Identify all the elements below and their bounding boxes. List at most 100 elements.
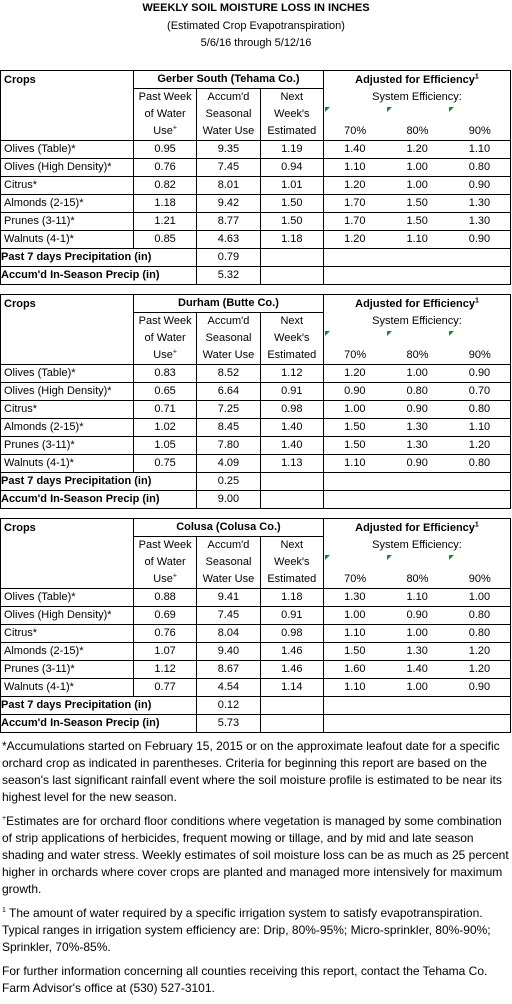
crop-row: Walnuts (4-1)* 0.77 4.54 1.14 1.10 1.00 0.90 bbox=[0, 678, 511, 697]
eff-90-label: 90% bbox=[465, 123, 511, 141]
crop-name: Almonds (2-15)* bbox=[0, 194, 134, 213]
report-title: WEEKLY SOIL MOISTURE LOSS IN INCHES bbox=[142, 2, 370, 14]
eff-70-label: 70% bbox=[341, 347, 386, 365]
marker-icon bbox=[323, 330, 341, 347]
eff-80-value: 1.10 bbox=[403, 588, 449, 607]
accum-value: 8.77 bbox=[196, 212, 261, 231]
eff-80-value: 1.30 bbox=[403, 642, 449, 661]
past-week-value: 0.75 bbox=[132, 454, 197, 473]
eff-70-label: 70% bbox=[341, 123, 386, 141]
precip-week-value: 0.79 bbox=[196, 248, 261, 267]
col-accum-l3: Water Use bbox=[196, 347, 261, 365]
crop-name: Walnuts (4-1)* bbox=[0, 678, 134, 697]
crop-row: Almonds (2-15)* 1.18 9.42 1.50 1.70 1.50 1.30 bbox=[0, 194, 511, 213]
eff-70-value: 1.10 bbox=[341, 678, 386, 697]
col-past-week-l2: of Water bbox=[132, 554, 197, 571]
precip-season-value: 5.73 bbox=[196, 714, 261, 733]
eff-70-value: 1.00 bbox=[341, 400, 386, 419]
eff-90-value: 0.90 bbox=[465, 364, 511, 383]
crop-name: Prunes (3-11)* bbox=[0, 212, 134, 231]
eff-90-label: 90% bbox=[465, 571, 511, 589]
accum-value: 4.09 bbox=[196, 454, 261, 473]
eff-90-value: 0.80 bbox=[465, 158, 511, 177]
eff-90-value: 1.20 bbox=[465, 642, 511, 661]
eff-70-value: 1.50 bbox=[341, 642, 386, 661]
col-past-week-l3: Use+ bbox=[132, 571, 197, 589]
crop-row: Almonds (2-15)* 1.02 8.45 1.40 1.50 1.30 1.10 bbox=[0, 418, 511, 437]
past-week-value: 0.69 bbox=[132, 606, 197, 625]
crop-row: Olives (Table)* 0.95 9.35 1.19 1.40 1.20 1.10 bbox=[0, 140, 511, 159]
location-table: Crops Durham (Butte Co.) Adjusted for Ef… bbox=[0, 294, 512, 509]
eff-80-value: 1.20 bbox=[403, 140, 449, 159]
eff-70-value: 0.90 bbox=[341, 382, 386, 401]
eff-70-value: 1.10 bbox=[341, 158, 386, 177]
crop-row: Walnuts (4-1)* 0.85 4.63 1.18 1.20 1.10 0.90 bbox=[0, 230, 511, 249]
eff-80-value: 1.30 bbox=[403, 436, 449, 455]
eff-90-label: 90% bbox=[465, 347, 511, 365]
crops-heading: Crops bbox=[0, 294, 134, 313]
accum-value: 4.63 bbox=[196, 230, 261, 249]
eff-90-value: 1.00 bbox=[465, 588, 511, 607]
eff-80-value: 1.00 bbox=[403, 624, 449, 643]
crop-row: Citrus* 0.76 8.04 0.98 1.10 1.00 0.80 bbox=[0, 624, 511, 643]
crop-name: Prunes (3-11)* bbox=[0, 660, 134, 679]
accum-value: 7.80 bbox=[196, 436, 261, 455]
col-accum-l2: Seasonal bbox=[196, 330, 261, 347]
past-week-value: 1.02 bbox=[132, 418, 197, 437]
precip-season-label: Accum'd In-Season Precip (in) bbox=[0, 490, 197, 509]
col-next-l3: Estimated bbox=[259, 347, 324, 365]
footnote-contact: For further information concerning all c… bbox=[2, 964, 488, 995]
eff-70-value: 1.60 bbox=[341, 660, 386, 679]
crop-name: Citrus* bbox=[0, 400, 134, 419]
eff-90-value: 0.80 bbox=[465, 606, 511, 625]
eff-80-value: 0.90 bbox=[403, 606, 449, 625]
crop-name: Citrus* bbox=[0, 176, 134, 195]
col-accum-l1: Accum'd bbox=[196, 536, 261, 554]
next-week-value: 0.91 bbox=[259, 606, 324, 625]
crop-name: Olives (High Density)* bbox=[0, 158, 134, 177]
eff-70-value: 1.70 bbox=[341, 212, 386, 231]
crop-name: Olives (Table)* bbox=[0, 140, 134, 159]
crop-row: Citrus* 0.82 8.01 1.01 1.20 1.00 0.90 bbox=[0, 176, 511, 195]
crop-row: Prunes (3-11)* 1.12 8.67 1.46 1.60 1.40 1.20 bbox=[0, 660, 511, 679]
eff-90-value: 0.80 bbox=[465, 454, 511, 473]
accum-value: 9.41 bbox=[196, 588, 261, 607]
past-week-value: 0.83 bbox=[132, 364, 197, 383]
next-week-value: 1.01 bbox=[259, 176, 324, 195]
past-week-value: 0.76 bbox=[132, 624, 197, 643]
next-week-value: 1.18 bbox=[259, 230, 324, 249]
eff-90-value: 0.80 bbox=[465, 400, 511, 419]
marker-icon bbox=[448, 330, 466, 347]
next-week-value: 0.98 bbox=[259, 624, 324, 643]
eff-80-label: 80% bbox=[403, 123, 449, 141]
crop-row: Citrus* 0.71 7.25 0.98 1.00 0.90 0.80 bbox=[0, 400, 511, 419]
location-name: Colusa (Colusa Co.) bbox=[132, 518, 324, 537]
eff-80-value: 1.00 bbox=[403, 364, 449, 383]
past-week-value: 1.18 bbox=[132, 194, 197, 213]
eff-70-value: 1.20 bbox=[341, 230, 386, 249]
date-range: 5/6/16 through 5/12/16 bbox=[200, 37, 312, 49]
eff-80-value: 0.90 bbox=[403, 400, 449, 419]
crop-name: Walnuts (4-1)* bbox=[0, 454, 134, 473]
precip-season-value: 5.32 bbox=[196, 266, 261, 285]
col-next-l2: Week's bbox=[259, 554, 324, 571]
marker-icon bbox=[386, 554, 404, 571]
footnote-orchard-floor: +Estimates are for orchard floor conditi… bbox=[2, 814, 509, 896]
accum-value: 8.52 bbox=[196, 364, 261, 383]
system-efficiency-label: System Efficiency: bbox=[323, 312, 512, 330]
crop-name: Olives (Table)* bbox=[0, 588, 134, 607]
eff-80-value: 1.50 bbox=[403, 194, 449, 213]
col-past-week-l3: Use+ bbox=[132, 347, 197, 365]
accum-value: 8.01 bbox=[196, 176, 261, 195]
eff-90-value: 1.30 bbox=[465, 212, 511, 231]
crop-name: Olives (High Density)* bbox=[0, 606, 134, 625]
col-next-l1: Next bbox=[259, 88, 324, 106]
next-week-value: 1.12 bbox=[259, 364, 324, 383]
precip-week-label: Past 7 days Precipitation (in) bbox=[0, 248, 197, 267]
eff-80-label: 80% bbox=[403, 347, 449, 365]
crops-heading: Crops bbox=[0, 70, 134, 89]
eff-90-value: 0.90 bbox=[465, 230, 511, 249]
system-efficiency-label: System Efficiency: bbox=[323, 88, 512, 106]
accum-value: 4.54 bbox=[196, 678, 261, 697]
crop-row: Olives (High Density)* 0.69 7.45 0.91 1.00 0.… bbox=[0, 606, 511, 625]
